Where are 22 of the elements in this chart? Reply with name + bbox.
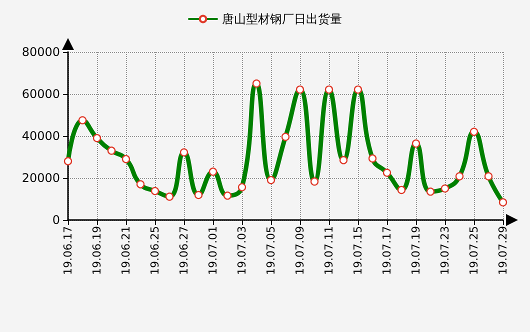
x-tick-label: 19.07.19 [410, 226, 422, 275]
x-tick-label: 19.06.25 [148, 226, 162, 275]
y-tick-label: 80000 [22, 45, 60, 59]
x-tick-label: 19.07.11 [322, 226, 336, 275]
x-tick-label: 19.06.27 [178, 226, 190, 275]
y-tick-label: 20000 [22, 171, 60, 185]
y-tick-label: 0 [52, 213, 60, 227]
legend-label: 唐山型材钢厂日出货量 [222, 12, 342, 26]
x-tick-label: 19.06.17 [62, 226, 74, 275]
x-tick-label: 19.07.29 [496, 226, 510, 275]
x-tick-label: 19.07.15 [352, 226, 364, 275]
x-tick-label: 19.07.17 [380, 226, 394, 275]
x-tick-label: 19.06.21 [120, 226, 132, 275]
x-tick-label: 19.07.05 [264, 226, 278, 275]
x-tick-label: 19.07.23 [438, 226, 452, 275]
x-tick-label: 19.06.19 [90, 226, 104, 275]
x-tick-label: 19.07.01 [206, 226, 220, 275]
x-tick-label: 19.07.03 [236, 226, 248, 275]
x-tick-label: 19.07.09 [294, 226, 306, 275]
x-tick-label: 19.07.25 [468, 226, 480, 275]
y-tick-label: 40000 [22, 129, 60, 143]
y-tick-label: 60000 [22, 87, 60, 101]
